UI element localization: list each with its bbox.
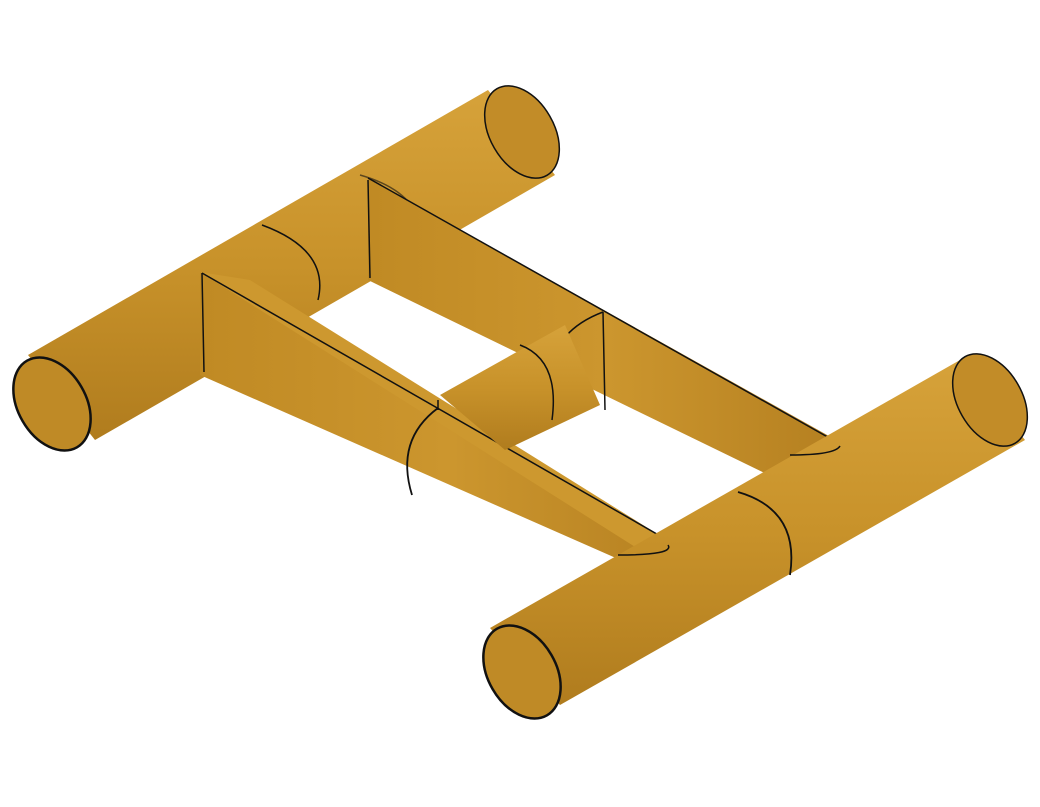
front-end-tube-far-cap — [951, 353, 1029, 447]
back-end-tube-seam-1 — [261, 224, 321, 301]
left-rail — [200, 272, 700, 595]
left-rail-edge-vert — [201, 272, 205, 373]
middle-tube-cap — [519, 344, 555, 421]
front-end-tube-body — [490, 360, 1025, 705]
right-rail-edge-top — [367, 177, 841, 445]
right-rail-edge-vert — [367, 179, 371, 279]
middle-tube — [440, 325, 600, 450]
back-end-tube-near-cap — [12, 356, 92, 452]
front-end-tube-near-cap — [482, 624, 562, 720]
front-end-tube-seam-3 — [789, 445, 841, 456]
left-rail-edge-top — [201, 272, 677, 546]
back-end-tube-far-cap — [483, 85, 561, 179]
left-rail-top — [200, 272, 675, 550]
front-end-tube-seam-1 — [737, 491, 793, 576]
left-rail-seam — [406, 407, 439, 496]
front-end-tube-seam-2 — [617, 544, 670, 556]
back-end-tube-body — [28, 90, 555, 440]
right-rail-body — [368, 178, 845, 500]
middle-tube-body — [440, 325, 600, 450]
back-end-tube — [12, 85, 561, 452]
left-rail-body — [200, 272, 700, 595]
right-rail-seam-vert — [602, 311, 606, 411]
front-end-tube — [482, 353, 1029, 720]
